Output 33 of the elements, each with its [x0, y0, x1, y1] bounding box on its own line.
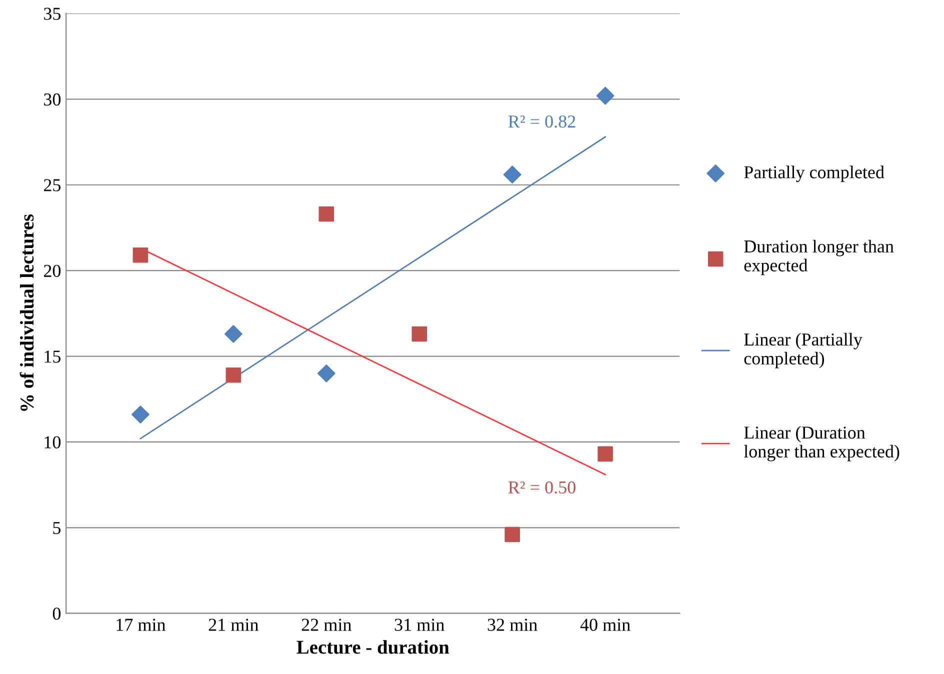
y-tick-label: 15	[44, 350, 61, 363]
y-tick-label: 5	[53, 522, 61, 534]
legend-label: Partially completed	[744, 166, 884, 182]
point	[226, 367, 242, 383]
y-tick-label: 20	[44, 264, 61, 278]
y-axis-title: % of individual lectures	[20, 214, 34, 411]
point	[598, 446, 613, 462]
x-axis-title: Lecture - duration	[296, 640, 450, 654]
legend-label: Duration longer than expected	[744, 240, 894, 276]
point	[596, 86, 614, 105]
y-tick-label: 10	[44, 436, 61, 448]
x-tick-label: 40 min	[580, 618, 630, 631]
x-tick-label: 21 min	[208, 618, 258, 631]
legend-label: Linear (Partially completed)	[744, 332, 862, 368]
x-tick-label: 22 min	[302, 618, 352, 631]
point	[318, 206, 334, 222]
point	[317, 364, 336, 382]
point	[224, 325, 242, 343]
y-tick-label: 35	[44, 8, 61, 20]
x-tick-label: 17 min	[116, 618, 166, 631]
y-tick-label: 0	[52, 608, 61, 620]
point	[132, 248, 148, 263]
y-tick-label: 30	[44, 93, 61, 106]
x-tick-label: 32 min	[488, 618, 538, 631]
y-tick-label: 25	[44, 179, 61, 192]
point	[503, 166, 522, 184]
x-tick-label: 31 min	[394, 618, 444, 631]
point	[504, 526, 520, 542]
annotation: R² = 0.50	[508, 481, 576, 494]
legend-label: Linear (Duration longer than expected)	[744, 426, 900, 462]
annotation: R² = 0.82	[508, 115, 576, 128]
point	[132, 406, 150, 424]
point	[412, 326, 428, 342]
